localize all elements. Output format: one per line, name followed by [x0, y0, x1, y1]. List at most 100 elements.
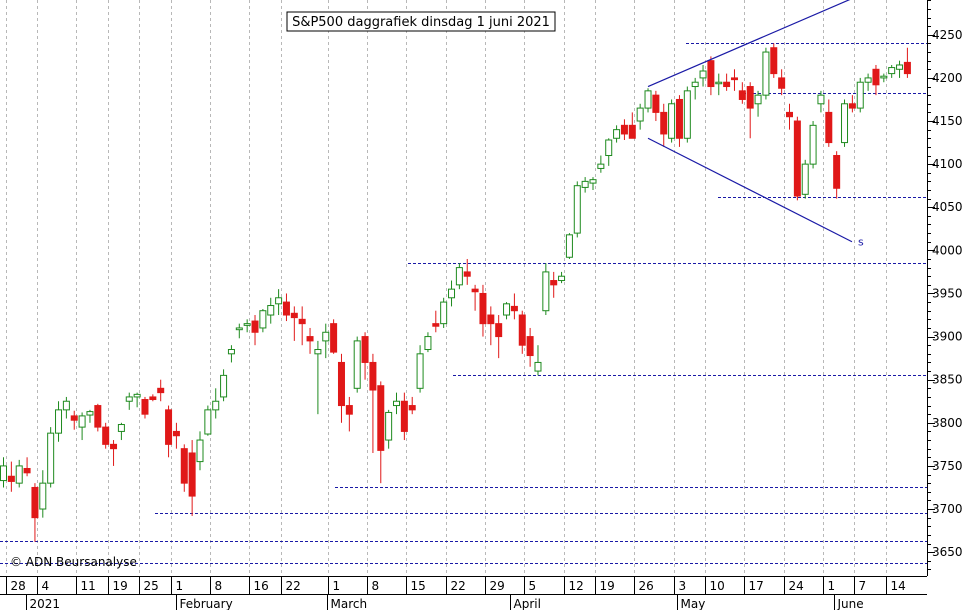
candle-body — [573, 185, 581, 234]
candle-body — [455, 267, 463, 286]
candle-body — [267, 305, 275, 316]
candle-body — [526, 336, 534, 357]
candle-body — [290, 312, 298, 319]
candle-body — [424, 336, 432, 351]
candle-body — [597, 163, 605, 169]
y-tick-label: 3750 — [932, 459, 963, 473]
candle-body — [825, 111, 833, 144]
candle-body — [699, 70, 707, 79]
candle — [290, 306, 298, 341]
candle — [644, 88, 652, 113]
candle-body — [188, 452, 196, 497]
candle — [243, 319, 251, 333]
candle-body — [730, 77, 738, 81]
candle — [715, 73, 723, 96]
candle — [597, 155, 605, 173]
x-day-label: 16 — [254, 579, 269, 593]
x-day-label: 25 — [144, 579, 159, 593]
candle-body — [47, 432, 55, 484]
y-tick-label: 4000 — [932, 243, 963, 257]
candle-body — [503, 303, 511, 316]
candle-body — [896, 64, 904, 70]
x-day-label: 4 — [42, 579, 50, 593]
x-day-label: 1 — [176, 579, 184, 593]
candle-body — [330, 323, 338, 353]
trendline-label: s — [858, 236, 864, 249]
x-day-label: 22 — [286, 579, 301, 593]
x-day-label: 11 — [81, 579, 96, 593]
x-day-label: 5 — [529, 579, 537, 593]
candle — [117, 422, 125, 441]
candle-body — [165, 409, 173, 445]
candle-body — [440, 301, 448, 325]
x-day-label: 1 — [333, 579, 341, 593]
candle-body — [243, 323, 251, 326]
candle-body — [235, 327, 243, 331]
candle-body — [778, 77, 786, 89]
candle — [424, 332, 432, 353]
candle — [683, 86, 691, 143]
trendlines-layer: ss — [647, 0, 870, 249]
candle-body — [298, 318, 306, 325]
candle-body — [416, 353, 424, 389]
candle-body — [683, 90, 691, 139]
candle-body — [448, 288, 456, 299]
y-tick-label: 4050 — [932, 200, 963, 214]
support-levels-layer — [0, 43, 927, 564]
candle-body — [361, 336, 369, 363]
candle — [605, 138, 613, 166]
candle — [385, 409, 393, 449]
candle — [393, 392, 400, 415]
candle — [699, 64, 707, 87]
x-day-label: 10 — [710, 579, 725, 593]
candle-body — [432, 323, 440, 327]
candle-body — [675, 98, 683, 139]
x-axis: 28 4 11 19 25 1 8 16 22 1 8 15 22 29 5 12 19 26 3 10 17 24 1 7 1… — [0, 576, 927, 610]
grid-layer — [6, 0, 887, 576]
candle — [86, 409, 94, 423]
candle-body — [880, 75, 888, 79]
x-day-label: 19 — [113, 579, 128, 593]
candle — [62, 396, 70, 419]
candle — [628, 112, 636, 139]
candle — [330, 319, 338, 354]
x-month-label: 2021 — [30, 597, 61, 610]
candle-body — [581, 180, 589, 188]
trendline-label: s — [864, 0, 870, 3]
y-tick-label: 3900 — [932, 330, 963, 344]
candle-body — [463, 271, 471, 277]
candle-body — [102, 426, 110, 445]
candle — [487, 306, 495, 346]
candle — [23, 457, 31, 477]
candle-body — [70, 415, 78, 421]
candle-body — [94, 405, 102, 428]
candle — [581, 177, 589, 193]
x-day-label: 3 — [679, 579, 687, 593]
candle-body — [275, 297, 283, 305]
x-day-label: 8 — [215, 579, 223, 593]
candle-body — [7, 475, 15, 482]
x-month-label: March — [331, 597, 368, 610]
trendline-lower — [647, 137, 853, 243]
candle-body — [345, 405, 353, 415]
candle-body — [125, 396, 133, 402]
x-day-label: 22 — [451, 579, 466, 593]
candle — [267, 297, 275, 324]
candle — [298, 306, 306, 346]
candle — [652, 90, 660, 122]
candle — [377, 381, 385, 484]
candle-body — [605, 139, 613, 157]
candle — [440, 297, 448, 328]
candle — [620, 119, 628, 140]
candle — [510, 293, 518, 320]
candle-body — [149, 396, 157, 401]
candle-body — [723, 81, 731, 88]
candle-body — [172, 430, 180, 437]
candle-body — [157, 387, 165, 394]
candle — [495, 315, 503, 359]
candle — [762, 47, 770, 100]
y-tick-label: 4100 — [932, 157, 963, 171]
candle-body — [133, 393, 141, 398]
candle — [856, 77, 864, 113]
title-box: S&P500 daggrafiek dinsdag 1 juni 2021 — [286, 11, 556, 32]
